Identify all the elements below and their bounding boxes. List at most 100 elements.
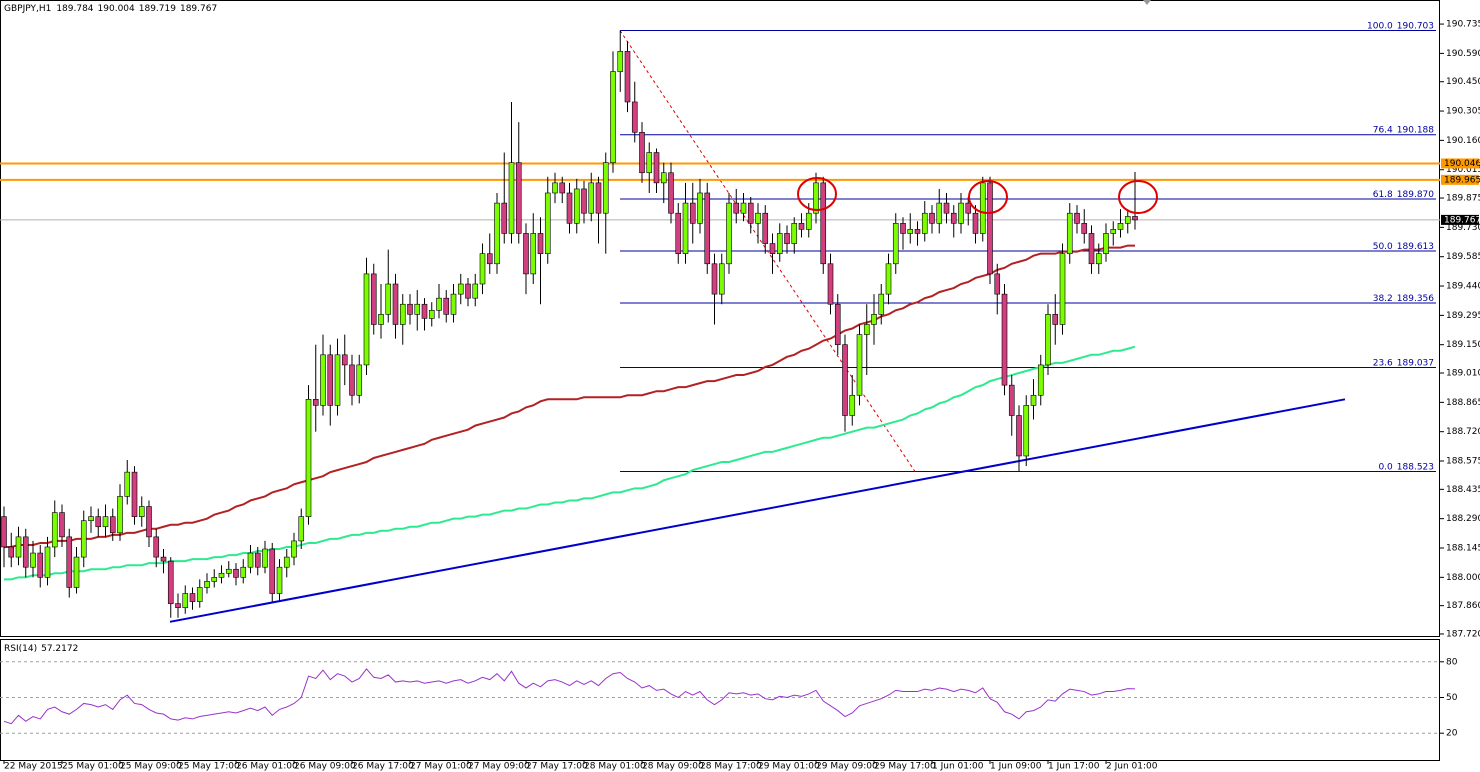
candle-body — [1124, 216, 1131, 224]
rsi-tick-label: 50 — [1446, 693, 1458, 703]
candle-body — [624, 51, 631, 103]
candle-body — [138, 506, 145, 517]
candle-body — [559, 182, 566, 194]
resistance-tag — [1441, 158, 1479, 169]
candle-body — [146, 506, 152, 538]
y-tick-label: 188.000 — [1446, 573, 1480, 583]
candle-body — [494, 202, 500, 265]
candle-body — [428, 310, 435, 319]
candle-body — [225, 568, 232, 574]
y-tick-label: 190.015 — [1446, 165, 1480, 175]
candle-body — [610, 71, 616, 163]
candle-body — [1045, 314, 1051, 366]
fib-ratio: 0.0 — [1378, 462, 1393, 472]
candle-body — [262, 548, 268, 568]
candle-body — [914, 229, 921, 234]
candle-body — [1066, 212, 1073, 254]
candle-body — [711, 263, 718, 295]
candle-body — [697, 192, 703, 224]
candle-body — [218, 572, 225, 578]
y-tick-label: 188.575 — [1446, 457, 1480, 467]
highlight-circle — [797, 177, 837, 211]
y-tick-label: 190.735 — [1446, 20, 1480, 30]
rsi-title: RSI(14) — [4, 644, 37, 654]
candle-body — [1001, 293, 1008, 386]
candle-body — [878, 293, 885, 315]
candle-body — [1030, 394, 1037, 406]
candle-body — [1095, 253, 1102, 265]
fib-price: 190.703 — [1397, 21, 1434, 31]
candle-body — [523, 233, 529, 275]
candle-body — [421, 303, 428, 319]
candle-body — [160, 556, 167, 562]
y-tick-label: 189.010 — [1446, 369, 1480, 379]
candle-body — [407, 303, 413, 315]
candle-body — [936, 202, 943, 224]
y-tick-label: 187.720 — [1446, 629, 1480, 639]
candle-body — [457, 283, 464, 295]
candle-body — [392, 283, 399, 325]
low: 189.719 — [139, 4, 176, 14]
candle-body — [1074, 212, 1080, 224]
candle-body — [298, 516, 305, 542]
candle-body — [51, 512, 58, 548]
chart-header: GBPJPY,H1 189.784 190.004 189.719 189.767 — [4, 4, 217, 14]
highlight-circle — [968, 180, 1008, 214]
candle-body — [515, 162, 522, 234]
fib-ratio: 50.0 — [1373, 242, 1393, 252]
candle-body — [15, 536, 22, 558]
x-tick-label: 29 May 01:00 — [758, 762, 820, 772]
candle-body — [254, 552, 261, 568]
rsi-tick-label: 20 — [1446, 729, 1458, 739]
fib-ratio: 38.2 — [1373, 294, 1393, 304]
candle-body — [537, 233, 544, 254]
y-tick-label: 188.720 — [1446, 427, 1480, 437]
candle-body — [842, 344, 848, 416]
resistance-label: 190.046 — [1444, 159, 1480, 169]
candle-body — [639, 131, 645, 174]
candle-body — [44, 546, 51, 578]
resistance-tag — [1441, 174, 1479, 185]
open: 189.784 — [56, 4, 93, 14]
candle-body — [892, 223, 899, 265]
candle-body — [479, 253, 486, 285]
candle-body — [900, 223, 906, 234]
x-tick-label: 29 May 09:00 — [816, 762, 878, 772]
trendline — [169, 398, 1346, 623]
candle-body — [617, 51, 624, 72]
fib-price: 189.037 — [1397, 358, 1434, 368]
candle-body — [740, 202, 747, 214]
candle-body — [233, 568, 239, 578]
x-tick-label: 28 May 17:00 — [700, 762, 762, 772]
candle-body — [1110, 229, 1117, 234]
x-tick-label: 1 Jun 09:00 — [990, 762, 1042, 772]
y-tick-label: 188.435 — [1446, 485, 1480, 495]
candle-body — [660, 172, 667, 184]
candle-body — [762, 212, 769, 244]
candle-body — [958, 202, 964, 224]
candle-body — [581, 188, 587, 214]
candle-body — [646, 152, 653, 174]
candle-body — [965, 202, 972, 214]
x-tick-label: 2 Jun 01:00 — [1106, 762, 1158, 772]
candle-body — [849, 394, 856, 416]
candle-body — [726, 202, 732, 265]
candle-body — [544, 192, 551, 254]
candle-body — [929, 212, 935, 224]
candle-body — [312, 399, 319, 406]
price-label: 189.767 — [1444, 215, 1480, 225]
x-tick-label: 25 May 09:00 — [120, 762, 182, 772]
candle-body — [747, 202, 754, 224]
fib-label: 0.0 188.523 — [1378, 462, 1434, 472]
candle-body — [117, 496, 123, 534]
candle-body — [59, 512, 65, 538]
fib-ratio: 23.6 — [1373, 358, 1393, 368]
y-tick-label: 187.860 — [1446, 601, 1480, 611]
candle-body — [450, 293, 457, 315]
y-tick-label: 188.290 — [1446, 514, 1480, 524]
candle-body — [486, 253, 493, 265]
symbol: GBPJPY,H1 — [4, 4, 51, 14]
fib-label: 100.0 190.703 — [1367, 21, 1434, 31]
candle-body — [602, 162, 609, 214]
